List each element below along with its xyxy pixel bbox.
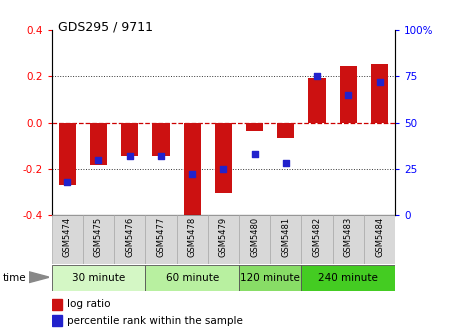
Point bbox=[345, 92, 352, 98]
Bar bbox=[239, 215, 270, 264]
Text: log ratio: log ratio bbox=[67, 299, 110, 309]
Bar bbox=[145, 215, 176, 264]
Bar bbox=[176, 215, 208, 264]
Point bbox=[251, 151, 258, 157]
Point bbox=[157, 153, 164, 159]
Text: GSM5484: GSM5484 bbox=[375, 216, 384, 257]
Text: 240 minute: 240 minute bbox=[318, 273, 378, 283]
Bar bbox=[308, 78, 326, 123]
Bar bbox=[152, 123, 170, 156]
Text: GSM5477: GSM5477 bbox=[156, 216, 165, 257]
Bar bbox=[114, 215, 145, 264]
Bar bbox=[52, 315, 62, 326]
Bar bbox=[301, 215, 333, 264]
Point bbox=[189, 172, 196, 177]
Bar bbox=[215, 123, 232, 193]
Point bbox=[313, 74, 321, 79]
Bar bbox=[52, 299, 62, 310]
Polygon shape bbox=[29, 272, 49, 283]
Bar bbox=[121, 123, 138, 156]
Bar bbox=[246, 123, 263, 131]
Point bbox=[95, 157, 102, 162]
Text: GSM5481: GSM5481 bbox=[282, 216, 291, 257]
Bar bbox=[184, 123, 201, 222]
Text: 60 minute: 60 minute bbox=[166, 273, 219, 283]
Point bbox=[126, 153, 133, 159]
Bar bbox=[333, 215, 364, 264]
Point bbox=[220, 166, 227, 172]
Text: percentile rank within the sample: percentile rank within the sample bbox=[67, 316, 243, 326]
Point bbox=[376, 79, 383, 85]
Text: time: time bbox=[2, 273, 26, 283]
Text: GSM5482: GSM5482 bbox=[313, 216, 321, 257]
Text: GDS295 / 9711: GDS295 / 9711 bbox=[58, 20, 154, 33]
Bar bbox=[52, 215, 83, 264]
Text: GSM5476: GSM5476 bbox=[125, 216, 134, 257]
Text: GSM5480: GSM5480 bbox=[250, 216, 259, 257]
Bar bbox=[270, 215, 301, 264]
Text: GSM5483: GSM5483 bbox=[344, 216, 353, 257]
Text: 120 minute: 120 minute bbox=[240, 273, 300, 283]
Bar bbox=[90, 123, 107, 165]
Point bbox=[64, 179, 71, 184]
Text: GSM5478: GSM5478 bbox=[188, 216, 197, 257]
Bar bbox=[364, 215, 395, 264]
Bar bbox=[83, 215, 114, 264]
Text: 30 minute: 30 minute bbox=[72, 273, 125, 283]
Bar bbox=[340, 66, 357, 123]
Bar bbox=[277, 123, 295, 138]
Bar bbox=[371, 64, 388, 123]
Text: GSM5474: GSM5474 bbox=[63, 216, 72, 257]
Point bbox=[282, 161, 290, 166]
Text: GSM5479: GSM5479 bbox=[219, 216, 228, 257]
Bar bbox=[52, 265, 145, 291]
Bar bbox=[145, 265, 239, 291]
Bar bbox=[59, 123, 76, 185]
Bar bbox=[301, 265, 395, 291]
Bar bbox=[239, 265, 301, 291]
Text: GSM5475: GSM5475 bbox=[94, 216, 103, 257]
Bar bbox=[208, 215, 239, 264]
